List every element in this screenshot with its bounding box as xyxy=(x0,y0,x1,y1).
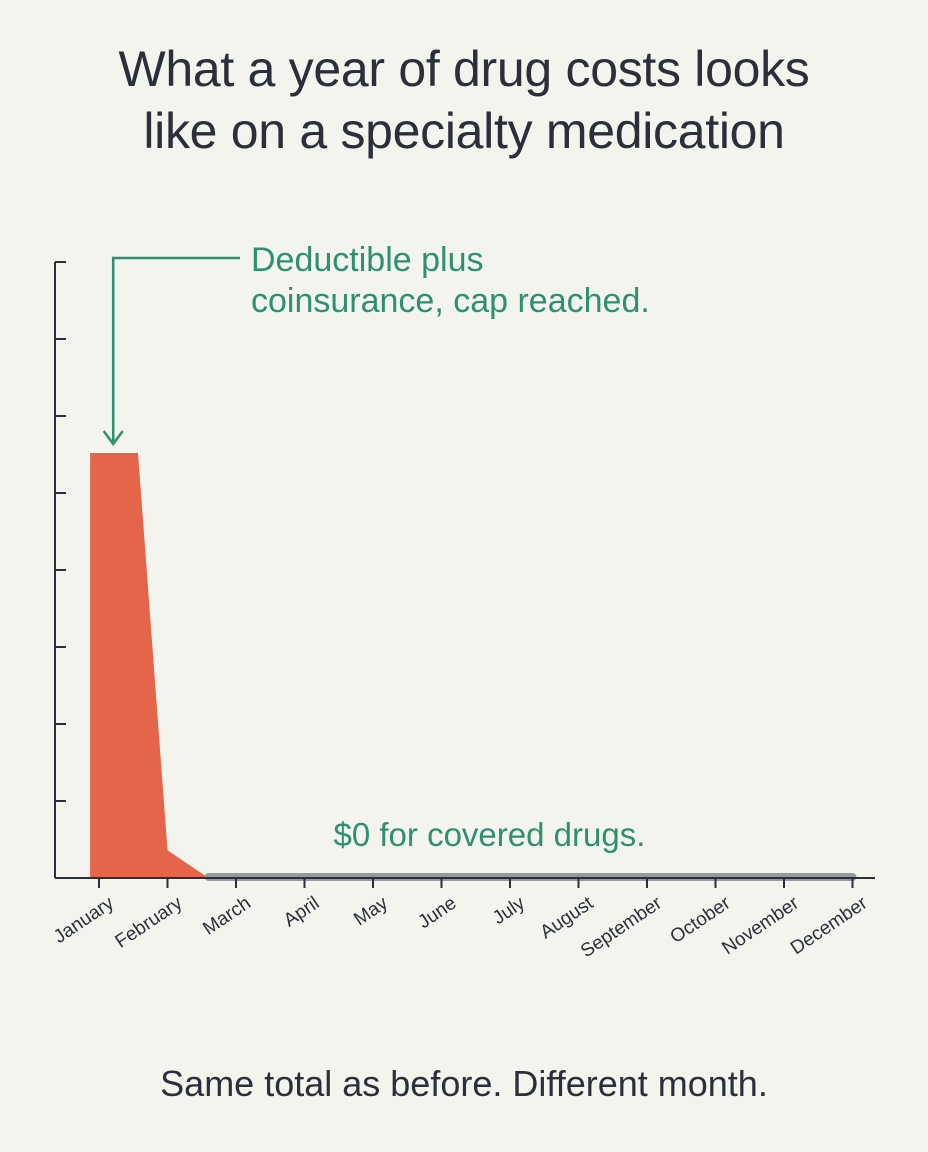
annotation-arrow-line xyxy=(111,256,240,443)
chart-title: What a year of drug costs looks like on … xyxy=(0,38,928,162)
annotation-cap-reached-line-1: Deductible plus xyxy=(251,241,483,279)
x-tick-label-april: April xyxy=(280,893,323,932)
chart-title-line-2: like on a specialty medication xyxy=(143,103,785,159)
x-tick-label-august: August xyxy=(537,892,598,943)
x-tick-label-december: December xyxy=(787,892,872,959)
chart-footer-note: Same total as before. Different month. xyxy=(160,1063,768,1104)
x-tick-label-january: January xyxy=(50,892,118,947)
cost-area-shape xyxy=(90,453,209,878)
x-tick-label-november: November xyxy=(718,892,803,959)
x-tick-label-march: March xyxy=(199,893,255,940)
annotation-arrowhead-icon xyxy=(102,430,124,447)
annotation-cap-reached-line-2: coinsurance, cap reached. xyxy=(251,282,650,320)
x-tick-label-february: February xyxy=(112,892,187,952)
annotation-zero-cost: $0 for covered drugs. xyxy=(334,816,646,853)
chart-title-line-1: What a year of drug costs looks xyxy=(118,41,810,97)
x-tick-label-june: June xyxy=(414,893,460,933)
x-tick-label-july: July xyxy=(489,892,529,929)
x-tick-label-may: May xyxy=(350,892,392,930)
